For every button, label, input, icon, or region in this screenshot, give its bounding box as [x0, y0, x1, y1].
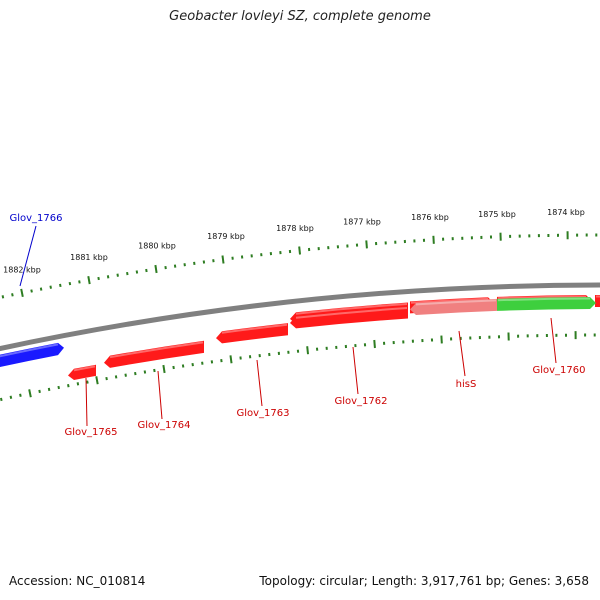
minor-tick — [9, 395, 13, 399]
label-leader-lines — [19, 225, 557, 427]
major-tick — [298, 246, 302, 255]
tick-label: 1881 kbp — [70, 253, 108, 262]
leader-line — [550, 317, 557, 364]
minor-tick — [105, 376, 108, 381]
major-tick — [20, 288, 24, 298]
gene-glov-1766-shine — [0, 343, 59, 358]
leader-line — [85, 377, 88, 427]
minor-tick — [39, 287, 43, 291]
major-tick — [365, 240, 368, 249]
major-tick — [95, 376, 99, 385]
gene-label: hisS — [456, 379, 477, 390]
minor-tick — [68, 281, 72, 286]
gene-upper-a-shine — [410, 297, 489, 304]
minor-tick — [78, 280, 81, 284]
minor-tick — [86, 380, 89, 384]
minor-tick — [1, 295, 5, 299]
gene-glov-1764-shine — [109, 341, 204, 359]
minor-tick — [19, 393, 22, 397]
genome-backbone — [0, 282, 600, 352]
leader-line — [157, 370, 163, 420]
gene-label: Glov_1763 — [236, 408, 289, 419]
minor-tick — [76, 382, 80, 386]
gene-hisS — [410, 298, 497, 315]
gene-features — [0, 294, 600, 380]
tick-label: 1874 kbp — [547, 208, 585, 217]
major-tick — [306, 346, 310, 355]
tick-label: 1882 kbp — [3, 266, 41, 275]
gene-label: Glov_1765 — [64, 427, 117, 438]
minor-tick — [59, 283, 62, 288]
minor-tick — [11, 293, 14, 297]
minor-tick — [67, 384, 70, 388]
tick-label: 1877 kbp — [343, 218, 381, 227]
genome-title: Geobacter lovleyi SZ, complete genome — [169, 9, 431, 24]
tick-label: 1878 kbp — [276, 224, 314, 233]
leader-line — [458, 330, 466, 377]
minor-tick — [0, 397, 3, 402]
gene-label: Glov_1762 — [334, 396, 387, 407]
leader-line — [256, 359, 263, 407]
gene-glov-1760 — [497, 297, 596, 311]
gene-labels: Glov_1766 Glov_1765 Glov_1764 Glov_1763 Glov… — [9, 213, 585, 438]
gene-glov-1763-shine — [221, 323, 288, 334]
gene-hisS-shine — [415, 299, 497, 306]
gene-glov-1762-shine — [295, 307, 408, 319]
major-tick — [162, 364, 166, 374]
major-tick — [221, 255, 225, 264]
gene-label: Glov_1760 — [532, 365, 585, 376]
major-tick — [87, 275, 91, 285]
gene-upper-b-shine — [497, 295, 587, 300]
accession-text: Accession: NC_010814 — [9, 574, 146, 588]
gene-label: Glov_1766 — [9, 213, 62, 224]
gene-glov-1764 — [104, 340, 204, 368]
minor-tick — [114, 375, 118, 379]
outer-tick-track — [1, 231, 598, 299]
major-tick — [28, 389, 32, 398]
minor-tick — [47, 387, 51, 392]
gene-glov-1765-shine — [73, 365, 96, 372]
tick-label: 1875 kbp — [478, 210, 516, 219]
minor-tick — [124, 373, 127, 377]
tick-label: 1876 kbp — [411, 213, 449, 222]
major-tick — [229, 355, 233, 364]
minor-tick — [49, 285, 52, 289]
gene-upper-c — [595, 294, 600, 308]
minor-tick — [97, 276, 100, 281]
tick-labels: 1882 kbp 1881 kbp 1880 kbp 1879 kbp 1878 kbp… — [3, 208, 585, 274]
gene-glov-1766 — [0, 342, 64, 367]
minor-tick — [106, 275, 110, 279]
minor-tick — [38, 389, 41, 394]
leader-line — [352, 346, 359, 395]
gene-glov-1762 — [290, 306, 408, 329]
major-tick — [373, 339, 376, 349]
minor-tick — [30, 289, 33, 293]
tick-label: 1879 kbp — [207, 232, 245, 241]
gene-glov-1762-upper-shine — [295, 303, 408, 315]
leader-line — [19, 225, 37, 287]
inner-tick-track — [0, 331, 596, 402]
gene-glov-1760-shine — [497, 297, 591, 302]
tick-label: 1880 kbp — [138, 242, 176, 251]
gene-glov-1765 — [68, 364, 96, 380]
major-tick — [154, 264, 158, 274]
gene-glov-1763 — [216, 323, 288, 344]
minor-tick — [57, 385, 60, 390]
gene-label: Glov_1764 — [137, 420, 190, 431]
genome-summary-text: Topology: circular; Length: 3,917,761 bp… — [259, 574, 589, 588]
